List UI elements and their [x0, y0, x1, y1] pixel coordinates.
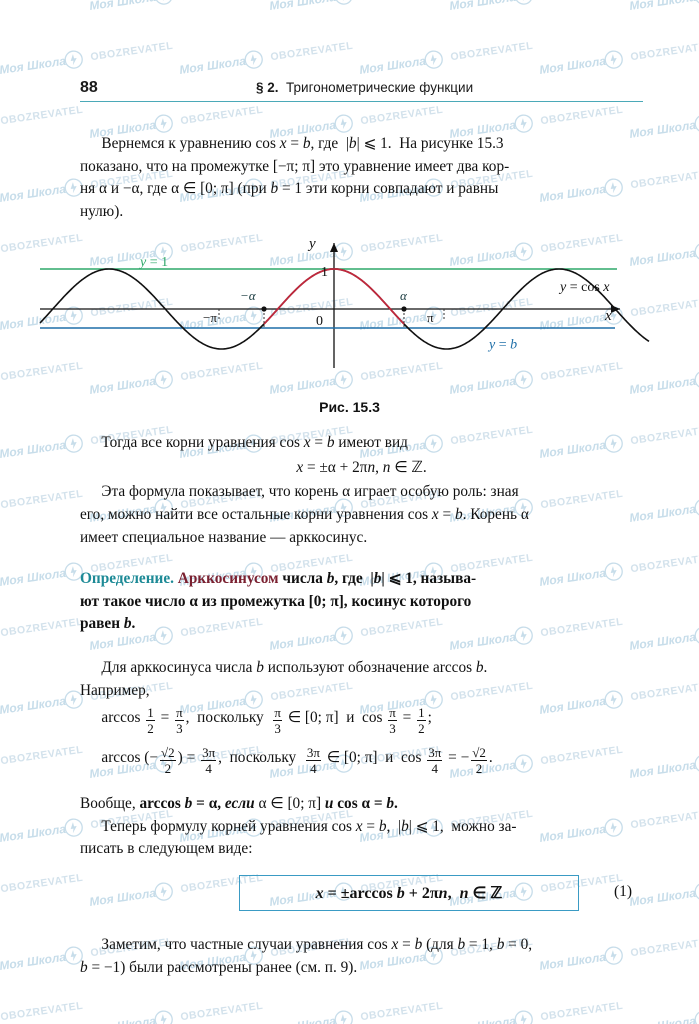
- svg-text:y = cos x: y = cos x: [558, 280, 610, 295]
- svg-text:y: y: [307, 236, 316, 252]
- svg-text:y = b: y = b: [487, 338, 517, 353]
- svg-text:1: 1: [321, 265, 328, 280]
- svg-text:−α: −α: [240, 288, 257, 303]
- svg-text:−π: −π: [203, 310, 217, 325]
- svg-text:α: α: [400, 288, 408, 303]
- svg-text:π: π: [427, 310, 434, 325]
- svg-text:y = 1: y = 1: [138, 255, 168, 270]
- svg-text:x: x: [604, 308, 612, 324]
- svg-text:0: 0: [316, 314, 323, 329]
